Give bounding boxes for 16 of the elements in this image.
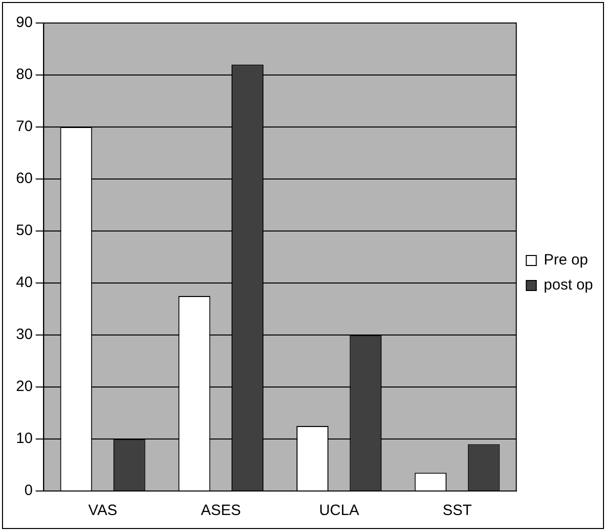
y-tick-label: 0 [24, 482, 33, 500]
legend-label: Pre op [544, 252, 588, 269]
y-tick-label: 30 [16, 326, 33, 344]
x-tick-label: UCLA [319, 502, 360, 520]
x-tick-label: SST [442, 502, 472, 520]
legend-label: post op [544, 276, 594, 294]
y-tick-label: 70 [16, 118, 33, 136]
y-tick-label: 20 [16, 378, 33, 396]
x-tick-label: ASES [200, 502, 241, 520]
y-tick-label: 80 [16, 66, 33, 84]
y-tick-label: 40 [16, 274, 33, 292]
y-tick-label: 90 [16, 14, 33, 32]
x-tick-label: VAS [88, 502, 118, 520]
y-tick-label: 50 [16, 222, 33, 240]
y-tick-label: 10 [16, 430, 33, 448]
y-tick-label: 60 [16, 170, 33, 188]
